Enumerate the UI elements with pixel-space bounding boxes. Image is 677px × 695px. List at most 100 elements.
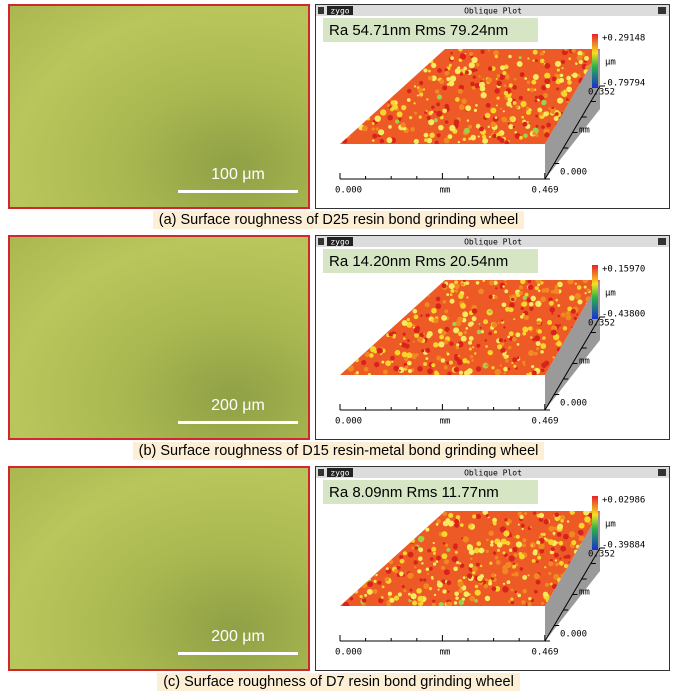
texture-dot (504, 518, 507, 521)
texture-dot (431, 111, 434, 114)
texture-dot (516, 356, 519, 359)
texture-dot (548, 572, 551, 575)
texture-dot (540, 343, 546, 349)
texture-dot (436, 356, 441, 361)
texture-dot (482, 78, 484, 80)
texture-dot (474, 352, 476, 354)
texture-dot (571, 48, 575, 52)
texture-dot (493, 50, 499, 56)
texture-dot (462, 358, 467, 363)
texture-dot (501, 117, 507, 123)
texture-dot (552, 356, 554, 358)
texture-dot (505, 307, 510, 312)
texture-dot (391, 361, 393, 363)
texture-dot (507, 580, 511, 584)
texture-dot (446, 518, 450, 522)
texture-dot (458, 332, 463, 337)
texture-dot (533, 74, 539, 80)
texture-dot (541, 100, 547, 106)
texture-dot (460, 303, 466, 309)
texture-dot (454, 367, 459, 372)
y-unit: mm (579, 588, 590, 598)
texture-dot (432, 600, 435, 603)
texture-dot (522, 538, 526, 542)
texture-dot (374, 362, 379, 367)
texture-dot (530, 526, 532, 528)
texture-dot (536, 321, 541, 326)
texture-dot (402, 352, 408, 358)
texture-dot (523, 134, 528, 139)
texture-dot (524, 315, 529, 320)
texture-dot (489, 136, 491, 138)
x-unit: mm (440, 648, 451, 658)
texture-dot (472, 346, 474, 348)
texture-dot (544, 361, 549, 366)
texture-dot (444, 327, 449, 332)
texture-dot (555, 285, 559, 289)
texture-dot (386, 137, 392, 143)
texture-dot (575, 62, 578, 65)
header-icon (318, 469, 324, 476)
texture-dot (450, 299, 455, 304)
texture-dot (500, 108, 502, 110)
texture-dot (545, 84, 550, 89)
texture-dot (424, 133, 429, 138)
texture-dot (553, 288, 559, 294)
texture-dot (388, 101, 390, 103)
texture-dot (526, 110, 531, 115)
texture-dot (579, 60, 583, 64)
texture-dot (542, 288, 546, 292)
texture-dot (393, 334, 396, 337)
texture-dot (476, 63, 480, 67)
y-min: 0.000 (560, 399, 587, 409)
texture-dot (425, 348, 430, 353)
texture-dot (550, 583, 553, 586)
texture-dot (427, 549, 431, 553)
texture-dot (388, 592, 392, 596)
texture-dot (530, 336, 532, 338)
texture-dot (539, 513, 544, 518)
texture-dot (512, 337, 517, 342)
colorbar-min: -0.43800 (602, 310, 645, 320)
texture-dot (508, 368, 511, 371)
texture-dot (557, 98, 563, 104)
texture-dot (499, 338, 503, 342)
texture-dot (496, 78, 498, 80)
texture-dot (497, 542, 503, 548)
texture-dot (454, 283, 460, 289)
texture-dot (364, 594, 367, 597)
texture-dot (504, 91, 508, 95)
texture-dot (383, 370, 388, 375)
texture-dot (569, 531, 575, 537)
caption-row: (a) Surface roughness of D25 resin bond … (0, 212, 677, 228)
texture-dot (549, 301, 554, 306)
texture-dot (517, 594, 521, 598)
texture-dot (506, 523, 509, 526)
texture-dot (489, 280, 494, 285)
texture-dot (502, 586, 508, 592)
texture-dot (506, 541, 511, 546)
texture-dot (479, 548, 485, 554)
texture-dot (505, 282, 507, 284)
texture-dot (399, 370, 401, 372)
texture-dot (559, 324, 561, 326)
texture-dot (435, 141, 439, 145)
texture-dot (486, 550, 489, 553)
texture-dot (414, 546, 418, 550)
texture-dot (566, 311, 570, 315)
texture-dot (495, 556, 499, 560)
texture-dot (495, 88, 500, 93)
texture-dot (522, 589, 527, 594)
texture-dot (510, 116, 515, 121)
texture-dot (463, 138, 466, 141)
texture-dot (467, 573, 472, 578)
texture-dot (364, 367, 369, 372)
texture-dot (531, 365, 534, 368)
texture-dot (513, 365, 516, 368)
texture-dot (552, 76, 557, 81)
texture-dot (456, 515, 460, 519)
texture-dot (436, 111, 442, 117)
oblique-plot: zygoOblique PlotRa 8.09nm Rms 11.77nm0.0… (315, 466, 670, 671)
texture-dot (522, 361, 525, 364)
